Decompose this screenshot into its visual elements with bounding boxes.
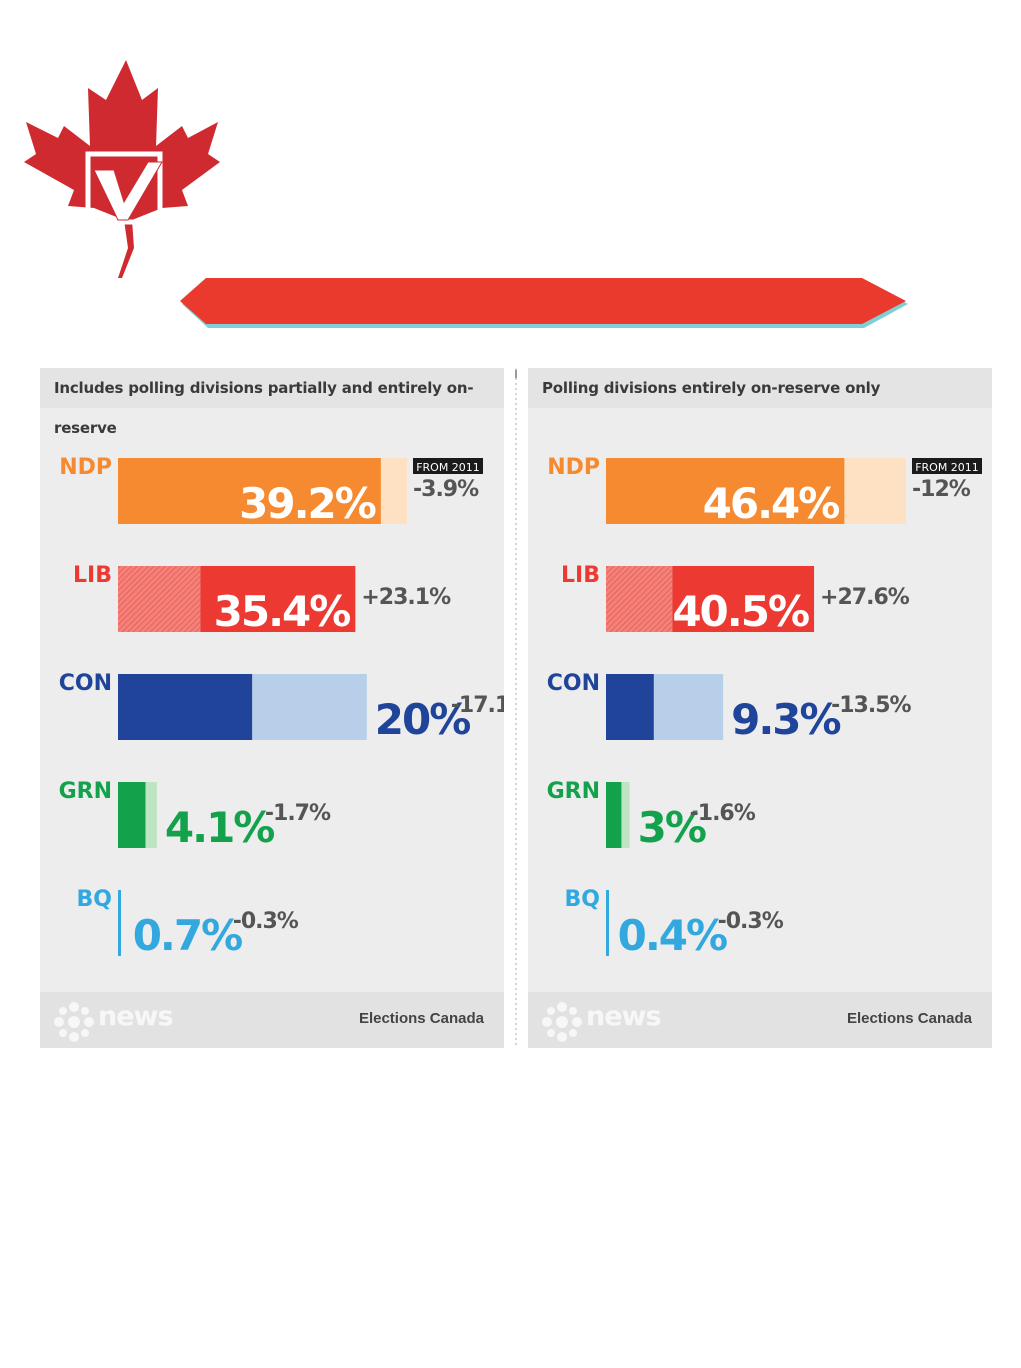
value-label: 0.4% bbox=[618, 911, 727, 960]
value-label: 4.1% bbox=[165, 803, 274, 852]
panel-divider bbox=[515, 368, 517, 1048]
value-label: 0.7% bbox=[133, 911, 242, 960]
from-2011-label: FROM 2011 bbox=[416, 461, 480, 474]
party-label: NDP bbox=[59, 455, 112, 480]
value-label: 39.2% bbox=[239, 479, 376, 528]
bar-2015 bbox=[118, 674, 253, 740]
party-label: BQ bbox=[77, 887, 112, 912]
chart-title: Polling divisions entirely on-reserve on… bbox=[528, 368, 992, 408]
change-label: -3.9% bbox=[413, 477, 479, 502]
party-label: CON bbox=[59, 671, 112, 696]
party-label: NDP bbox=[547, 455, 600, 480]
bar-2015 bbox=[606, 890, 609, 956]
chart-panel-on-reserve: Polling divisions entirely on-reserve on… bbox=[528, 368, 992, 1048]
change-label: -17.1% bbox=[451, 693, 504, 718]
value-label: 40.5% bbox=[672, 587, 809, 636]
news-wordmark: news bbox=[586, 1001, 662, 1032]
value-label: 35.4% bbox=[214, 587, 351, 636]
bar-2015 bbox=[606, 674, 654, 740]
cbc-gem-icon bbox=[542, 1002, 582, 1042]
party-label: GRN bbox=[547, 779, 600, 804]
value-label: 3% bbox=[638, 803, 706, 852]
party-label: BQ bbox=[565, 887, 600, 912]
party-label: GRN bbox=[59, 779, 112, 804]
bar-2015 bbox=[672, 566, 815, 632]
party-label: CON bbox=[547, 671, 600, 696]
change-label: +27.6% bbox=[820, 585, 910, 610]
bar-2015 bbox=[118, 458, 381, 524]
maple-leaf-ballot-logo bbox=[24, 60, 220, 278]
party-label: LIB bbox=[73, 563, 112, 588]
header-banner bbox=[180, 278, 908, 328]
source-label: Elections Canada bbox=[358, 1010, 484, 1027]
change-label: +23.1% bbox=[361, 585, 451, 610]
from-2011-label: FROM 2011 bbox=[915, 461, 979, 474]
change-label: -12% bbox=[912, 477, 971, 502]
cbc-gem-icon bbox=[54, 1002, 94, 1042]
news-wordmark: news bbox=[98, 1001, 174, 1032]
bar-2015 bbox=[200, 566, 356, 632]
checkmark-icon bbox=[93, 161, 163, 221]
value-label: 46.4% bbox=[703, 479, 840, 528]
maple-leaf-icon bbox=[24, 60, 220, 278]
change-label: -1.7% bbox=[265, 801, 331, 826]
bar-2015 bbox=[118, 890, 121, 956]
chart-panel-all-divisions: Includes polling divisions partially and… bbox=[40, 368, 504, 1048]
value-label: 9.3% bbox=[731, 695, 840, 744]
bar-2011 bbox=[606, 566, 673, 632]
chart-footer: news Elections Canada bbox=[528, 992, 992, 1048]
source-label: Elections Canada bbox=[846, 1010, 972, 1027]
party-label: LIB bbox=[561, 563, 600, 588]
bar-2015 bbox=[606, 782, 622, 848]
bar-2015 bbox=[118, 782, 146, 848]
bar-chart: NDP 46.4% -12% FROM 2011 LIB 40.5% +27.6% CON 9.… bbox=[547, 455, 982, 960]
value-label: 20% bbox=[375, 695, 470, 744]
bar-chart: NDP 39.2% -3.9% FROM 2011 LIB 35.4% +23.1% CON 2… bbox=[59, 455, 504, 960]
change-label: -1.6% bbox=[690, 801, 756, 826]
chart-footer: news Elections Canada bbox=[40, 992, 504, 1048]
from-2011-badge bbox=[413, 458, 483, 474]
change-label: -13.5% bbox=[831, 693, 911, 718]
change-label: -0.3% bbox=[233, 909, 299, 934]
from-2011-badge bbox=[912, 458, 982, 474]
bar-2015 bbox=[606, 458, 845, 524]
ballot-box-icon bbox=[85, 151, 163, 225]
chart-title: Includes polling divisions partially and… bbox=[40, 368, 504, 437]
bar-2011 bbox=[118, 566, 201, 632]
change-label: -0.3% bbox=[718, 909, 784, 934]
